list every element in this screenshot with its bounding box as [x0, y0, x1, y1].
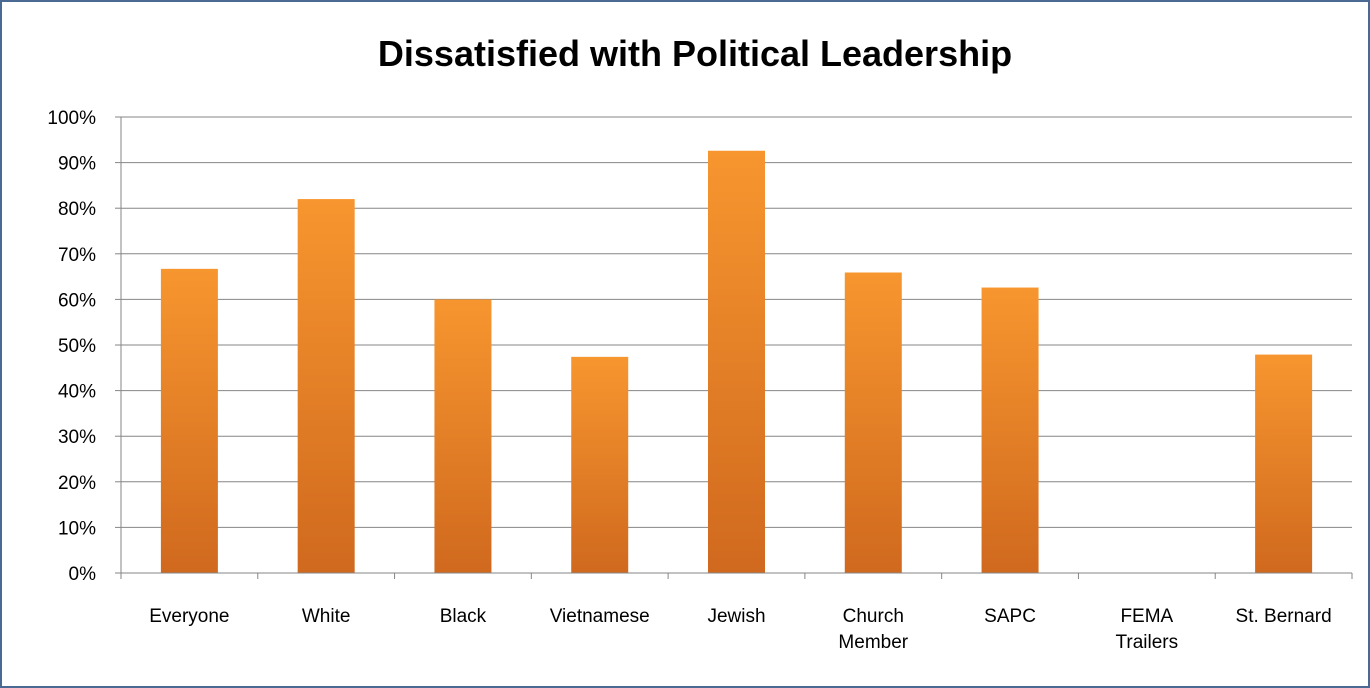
y-tick-label: 100% — [47, 108, 96, 129]
x-category-label: Black — [440, 606, 487, 627]
bar-white — [297, 199, 355, 573]
y-tick-label: 90% — [58, 154, 96, 175]
y-tick-label: 30% — [58, 427, 96, 448]
x-category-label: FEMA Trailers — [1116, 606, 1179, 653]
chart-title: Dissatisfied with Political Leadership — [378, 33, 1012, 74]
x-category-label: Everyone — [149, 606, 229, 627]
x-category-label: Jewish — [707, 606, 765, 627]
bar-jewish — [708, 150, 765, 573]
x-category-label: St. Bernard — [1236, 606, 1332, 627]
y-axis-tick-labels: 0% 10% 20% 30% 40% 50% 60% 70% 80% 90% 100% — [47, 108, 96, 585]
x-category-label: SAPC — [984, 606, 1036, 627]
bar-church-member — [844, 272, 902, 573]
y-tick-label: 20% — [58, 473, 96, 494]
y-tick-label: 40% — [58, 382, 96, 403]
bar-black — [434, 299, 492, 573]
x-category-label: Church Member — [838, 606, 908, 653]
y-tick-label: 70% — [58, 245, 96, 266]
y-tick-label: 80% — [58, 199, 96, 220]
x-axis — [120, 117, 1353, 579]
bars — [160, 150, 1313, 573]
y-tick-label: 10% — [58, 518, 96, 539]
bar-sapc — [981, 287, 1039, 573]
y-tick-label: 50% — [58, 336, 96, 357]
bar-st-bernard — [1255, 354, 1313, 573]
x-axis-category-labels: Everyone White Black Vietnamese Jewish Church… — [149, 606, 1331, 653]
y-tick-label: 0% — [69, 564, 97, 585]
y-tick-label: 60% — [58, 290, 96, 311]
bar-vietnamese — [571, 356, 629, 573]
bar-everyone — [160, 268, 218, 573]
x-category-label: White — [302, 606, 351, 627]
x-category-label: Vietnamese — [550, 606, 650, 627]
